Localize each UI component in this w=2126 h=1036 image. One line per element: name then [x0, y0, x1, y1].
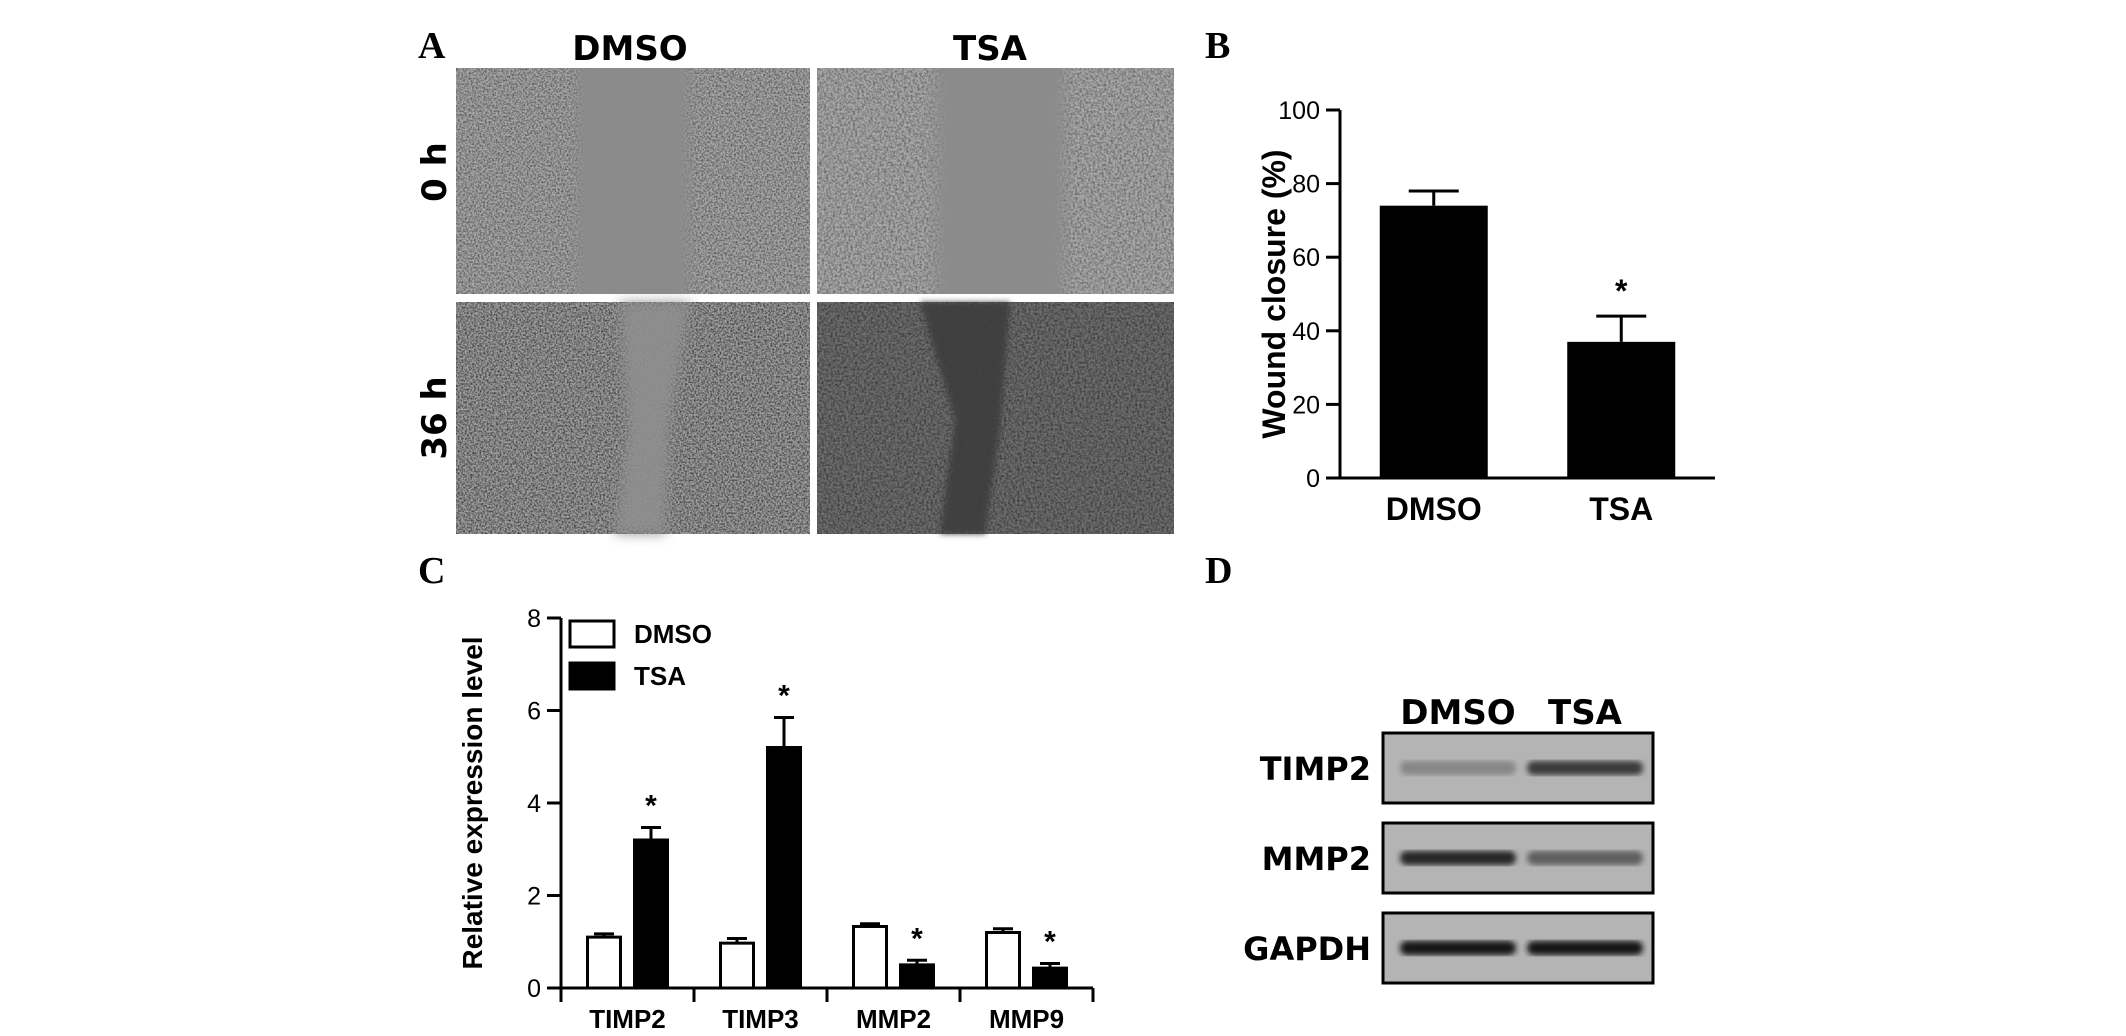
bar-timp3-tsa: [766, 746, 802, 990]
blot-band: [1400, 761, 1516, 775]
y-axis-title: Relative expression level: [457, 636, 488, 969]
bar-mmp9-tsa: [1032, 966, 1068, 990]
y-tick-label: 6: [527, 698, 541, 726]
bar-timp2-tsa: [633, 838, 669, 990]
bar-timp3-dmso: [719, 941, 755, 990]
y-tick-label: 0: [527, 975, 541, 1003]
y-tick-label: 4: [527, 790, 541, 818]
blot-row-label: MMP2: [1262, 840, 1371, 878]
y-tick-label: 60: [1292, 244, 1320, 272]
chart-wound-closure: B 0 20 40 60 80 100 DMSO * TSA Wound closure (%): [1205, 25, 1715, 527]
micrograph-tsa-36h: [817, 302, 1174, 534]
y-tick-label: 8: [527, 605, 541, 633]
panel-a-row-header-36h: 36 h: [415, 376, 455, 459]
panel-c-letter: C: [418, 550, 445, 592]
blot-lane-header-tsa: TSA: [1548, 693, 1623, 733]
micrograph-dmso-36h: [456, 302, 810, 534]
bar-dmso: [1379, 205, 1488, 478]
blot-band: [1527, 851, 1643, 865]
y-tick-label: 80: [1292, 171, 1320, 199]
x-tick-label: DMSO: [1386, 491, 1482, 527]
bar-timp2-dmso: [586, 935, 622, 990]
significance-marker: *: [911, 922, 923, 955]
legend-swatch-dmso: [568, 619, 616, 649]
bar-mmp9-dmso: [985, 931, 1021, 990]
panel-a-column-header-tsa: TSA: [953, 29, 1028, 69]
blot-band: [1527, 761, 1643, 775]
legend-label-tsa: TSA: [634, 661, 686, 691]
legend-swatch-tsa: [568, 661, 616, 691]
y-tick-label: 2: [527, 883, 541, 911]
blot-lane-header-dmso: DMSO: [1400, 693, 1515, 733]
micrograph-tsa-0h: [817, 68, 1174, 294]
y-tick-label: 100: [1278, 97, 1320, 125]
y-axis-title: Wound closure (%): [1256, 149, 1292, 438]
x-tick-label: MMP2: [856, 1004, 931, 1034]
x-tick-label: TIMP3: [722, 1004, 799, 1034]
significance-marker: *: [1615, 273, 1628, 309]
x-tick-label: TIMP2: [589, 1004, 666, 1034]
x-tick-label: TSA: [1589, 491, 1653, 527]
significance-marker: *: [778, 679, 790, 712]
panel-a: A DMSO TSA 0 h 36 h: [415, 25, 1174, 534]
blot-row-label: TIMP2: [1260, 750, 1371, 788]
panel-a-row-header-0h: 0 h: [415, 142, 455, 202]
panel-b-letter: B: [1205, 25, 1230, 67]
bar-tsa: [1567, 341, 1676, 478]
panel-d: D DMSO TSA TIMP2 MMP2 GAPDH: [1205, 550, 1655, 985]
legend-label-dmso: DMSO: [634, 619, 712, 649]
bar-mmp2-tsa: [899, 963, 935, 990]
bar-mmp2-dmso: [852, 924, 888, 990]
chart-relative-expression: C 0 2 4 6 8 * TIMP2 * TIMP3 * MMP2 * MMP9 Relative e…: [418, 550, 1095, 1034]
panel-a-column-header-dmso: DMSO: [572, 29, 687, 69]
blot-band: [1400, 941, 1516, 955]
panel-a-letter: A: [418, 25, 446, 67]
blot-band: [1400, 851, 1516, 865]
y-tick-label: 20: [1292, 391, 1320, 419]
legend: DMSO TSA: [568, 619, 712, 691]
panel-d-letter: D: [1205, 550, 1232, 592]
blot-row-label: GAPDH: [1243, 930, 1371, 968]
blot-band: [1527, 941, 1643, 955]
y-tick-label: 40: [1292, 318, 1320, 346]
significance-marker: *: [1044, 925, 1056, 958]
x-tick-label: MMP9: [989, 1004, 1064, 1034]
micrograph-dmso-0h: [456, 68, 810, 294]
y-tick-label: 0: [1306, 465, 1320, 493]
significance-marker: *: [645, 790, 657, 823]
